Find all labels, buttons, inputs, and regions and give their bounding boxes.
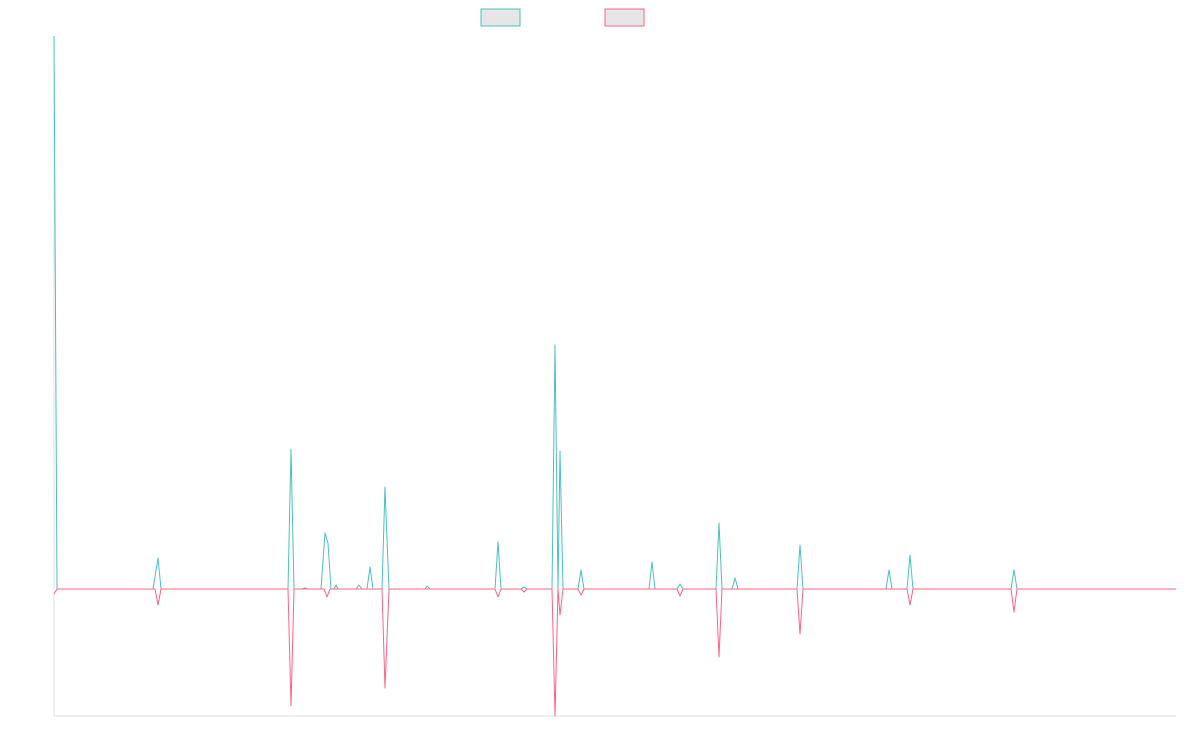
series-line — [53, 35, 1176, 590]
series-line — [53, 588, 1176, 717]
legend-swatch[interactable] — [480, 8, 521, 27]
legend-swatch[interactable] — [604, 8, 645, 27]
